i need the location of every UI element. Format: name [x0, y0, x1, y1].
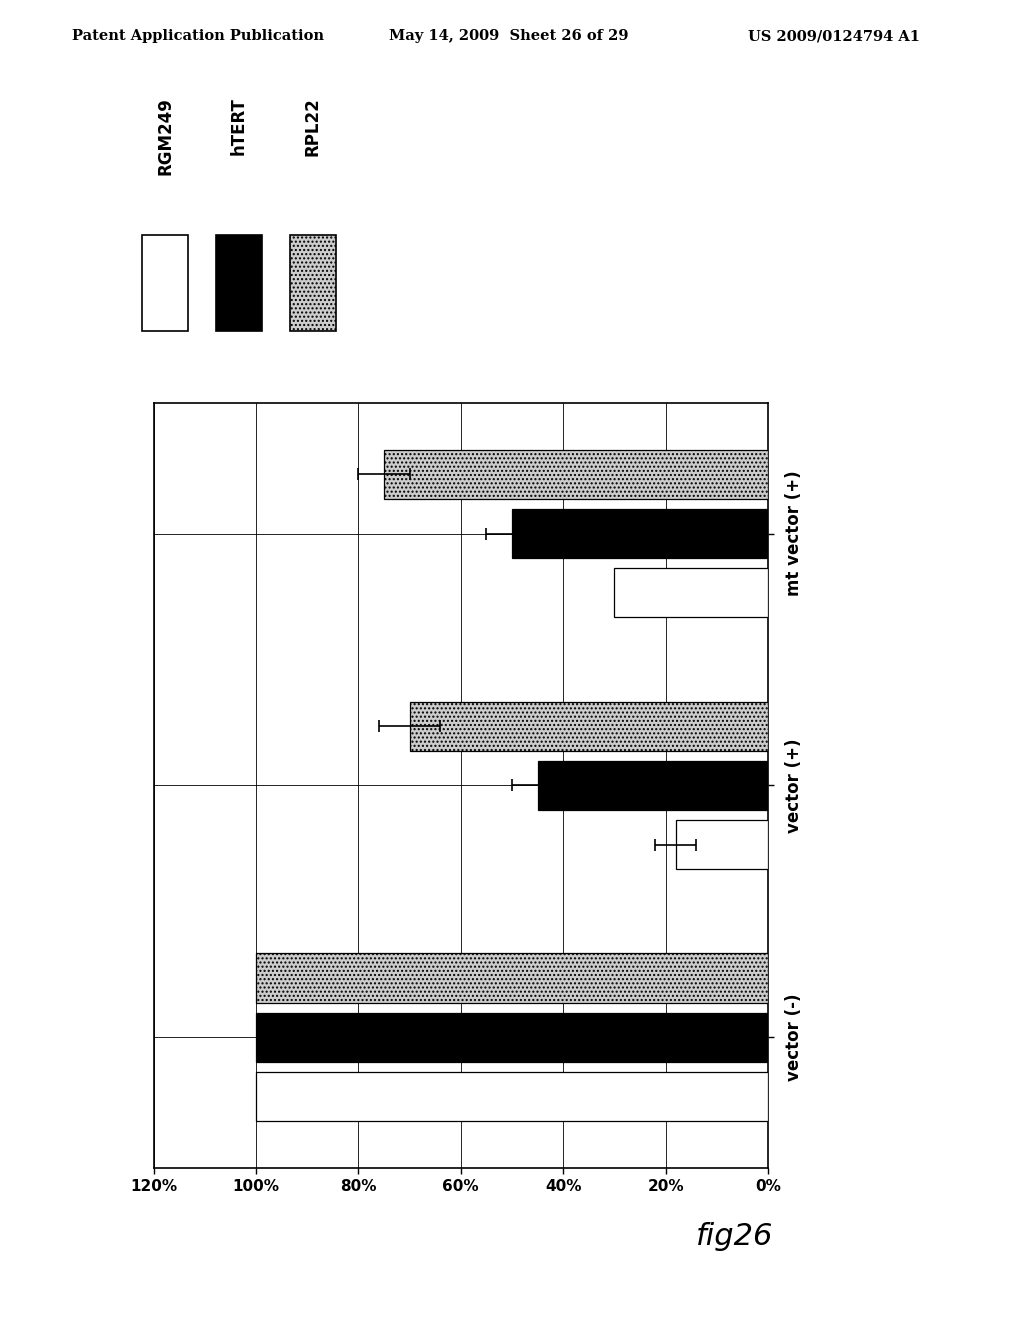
Bar — [614, 568, 768, 618]
Bar — [256, 953, 768, 1003]
Text: fig26: fig26 — [696, 1222, 774, 1251]
Bar — [384, 450, 768, 499]
Bar — [410, 702, 768, 751]
Text: May 14, 2009  Sheet 26 of 29: May 14, 2009 Sheet 26 of 29 — [389, 29, 629, 44]
Text: RGM249: RGM249 — [157, 98, 174, 176]
Bar — [216, 235, 262, 331]
Text: RPL22: RPL22 — [304, 98, 322, 156]
Bar — [290, 235, 336, 331]
Text: hTERT: hTERT — [230, 98, 248, 156]
Bar — [142, 235, 188, 331]
Bar — [256, 1072, 768, 1121]
Bar — [512, 510, 768, 558]
Bar — [676, 820, 768, 869]
Text: US 2009/0124794 A1: US 2009/0124794 A1 — [748, 29, 920, 44]
Bar — [256, 1012, 768, 1061]
Text: Patent Application Publication: Patent Application Publication — [72, 29, 324, 44]
Bar — [538, 760, 768, 810]
